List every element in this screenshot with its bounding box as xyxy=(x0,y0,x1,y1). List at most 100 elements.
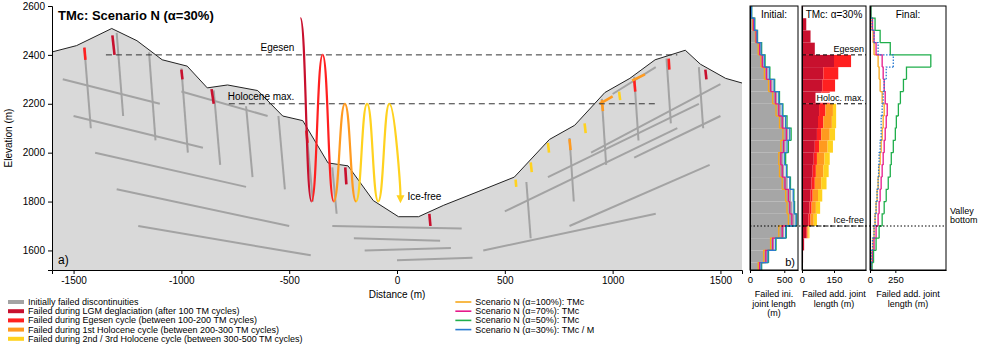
bar xyxy=(807,226,808,238)
bar xyxy=(750,250,767,262)
step-line xyxy=(786,226,796,238)
step-line xyxy=(886,116,887,128)
step-line xyxy=(878,177,879,189)
initial-discontinuity xyxy=(397,258,472,260)
initial-discontinuity xyxy=(483,214,656,251)
bar xyxy=(823,165,828,177)
step-line xyxy=(881,177,882,189)
text-line: length (m) xyxy=(814,299,855,309)
bar xyxy=(813,189,818,201)
initial-discontinuity xyxy=(634,77,638,141)
bar xyxy=(802,116,818,128)
bar xyxy=(813,165,816,177)
tick-mark xyxy=(505,270,506,274)
legend-swatch xyxy=(455,310,471,312)
tick-label: 250 xyxy=(888,274,904,285)
step-line xyxy=(879,202,880,214)
initial-discontinuity xyxy=(602,99,606,165)
step-line xyxy=(793,202,795,214)
bar xyxy=(821,177,826,189)
step-line xyxy=(880,153,881,165)
step-line xyxy=(788,202,789,214)
text-line: Failed add. joint xyxy=(876,289,940,299)
tick: 0 xyxy=(800,270,805,285)
tick-mark xyxy=(48,104,52,105)
step-line xyxy=(786,177,789,189)
bar xyxy=(750,153,783,165)
step-line xyxy=(874,43,878,55)
bar xyxy=(802,67,823,79)
bar xyxy=(750,202,793,214)
failed-discontinuity xyxy=(429,214,430,226)
bar xyxy=(806,226,807,238)
step-line xyxy=(881,116,882,128)
step-line xyxy=(781,140,783,152)
tick-label: 500 xyxy=(777,274,793,285)
panel-letter: b) xyxy=(785,256,795,268)
bar xyxy=(750,67,768,79)
step-line xyxy=(876,238,879,250)
step-line xyxy=(875,214,876,226)
tick: 2400 xyxy=(23,50,52,61)
bar xyxy=(812,177,815,189)
step-line xyxy=(787,177,790,189)
step-line xyxy=(891,153,893,165)
bar xyxy=(810,30,811,42)
label-patch xyxy=(832,215,865,225)
step-line xyxy=(876,202,877,214)
bar xyxy=(802,104,819,116)
annotation: Holocene max. xyxy=(228,91,295,102)
step-line xyxy=(872,30,873,42)
y-axis: 160018002000220024002600 xyxy=(23,1,53,271)
text-line: (m) xyxy=(767,308,781,318)
step-line xyxy=(753,30,756,42)
tick: 150 xyxy=(827,270,843,285)
step-line xyxy=(871,18,875,30)
text-line: bottom xyxy=(950,215,978,225)
tick-mark xyxy=(834,270,835,273)
step-line xyxy=(874,226,875,238)
bar xyxy=(823,116,832,128)
step-line xyxy=(878,214,879,226)
step-line xyxy=(782,116,785,128)
tick: -1000 xyxy=(169,270,195,286)
panel-frame xyxy=(870,6,946,270)
step-line xyxy=(752,18,755,30)
step-line xyxy=(875,214,876,226)
legend-swatch xyxy=(8,309,24,313)
bar xyxy=(750,43,760,55)
bar xyxy=(804,238,805,250)
x-axis: 0500 xyxy=(748,270,799,285)
tick-label: 500 xyxy=(497,275,514,286)
tick: 250 xyxy=(888,270,904,285)
step-line xyxy=(773,238,783,250)
bar xyxy=(802,128,817,140)
initial-discontinuity xyxy=(84,48,90,129)
tick-label: -500 xyxy=(280,275,300,286)
bar xyxy=(814,43,815,55)
failed-discontinuity xyxy=(181,70,182,80)
failed-discontinuity xyxy=(705,70,706,80)
annotation: Holoc. max. xyxy=(816,93,864,103)
glacier-schematic xyxy=(345,104,356,202)
plot-area xyxy=(871,6,931,270)
legend-label: Scenario N (α=30%): TMc / M xyxy=(475,325,594,335)
tick-mark xyxy=(74,270,75,274)
x-axis: -1500-1000-500050010001500 xyxy=(53,270,743,286)
bar xyxy=(806,18,807,30)
panel-frame xyxy=(802,6,866,270)
bar xyxy=(816,202,820,214)
tick-label: -1000 xyxy=(169,275,195,286)
step-line xyxy=(787,128,791,140)
step-line xyxy=(765,67,770,79)
step-line xyxy=(779,128,782,140)
step-line xyxy=(884,92,885,104)
tick-label: -1500 xyxy=(61,275,87,286)
step-line xyxy=(880,128,881,140)
step-line xyxy=(874,43,876,55)
legend-swatch xyxy=(455,329,471,331)
tick: 2000 xyxy=(23,147,52,158)
step-line xyxy=(782,177,785,189)
tick: 0 xyxy=(868,270,873,285)
terrain xyxy=(52,28,742,270)
